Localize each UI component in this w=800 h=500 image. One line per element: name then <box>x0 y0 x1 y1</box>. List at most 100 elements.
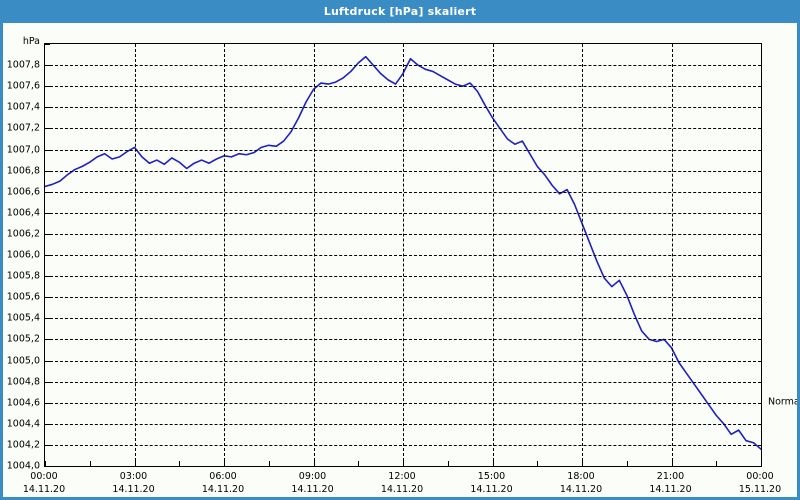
y-tick-label: 1006,6 <box>6 186 40 198</box>
y-tick-label: 1004,8 <box>6 376 40 388</box>
y-tick-mark <box>45 86 50 88</box>
x-tick-time: 00:00 <box>746 471 774 482</box>
x-tick-mark <box>313 461 315 466</box>
y-tick-label: 1005,6 <box>6 291 40 303</box>
x-tick-mark <box>179 461 181 466</box>
gridline-vertical <box>582 44 583 466</box>
x-tick-date: 14.11.20 <box>22 484 66 495</box>
y-tick-label: 1005,2 <box>6 333 40 345</box>
y-tick-mark <box>45 466 50 467</box>
x-tick-date: 14.11.20 <box>470 484 513 495</box>
y-tick-label: 1004,4 <box>6 418 40 430</box>
x-tick-label: 21:00 14.11.20 <box>649 470 691 496</box>
x-tick-time: 12:00 <box>388 471 416 482</box>
x-tick-date: 14.11.20 <box>649 484 692 495</box>
y-tick-mark <box>45 44 50 45</box>
x-axis-labels: 00:00 14.11.20 03:00 14.11.20 06:00 14.11.20 0… <box>23 470 781 497</box>
x-tick-mark <box>224 461 225 466</box>
y-tick-mark <box>45 423 50 425</box>
x-tick-label: 00:00 14.11.20 <box>23 470 65 496</box>
y-tick-label: 1006,0 <box>6 249 40 261</box>
x-tick-time: 09:00 <box>298 471 327 482</box>
x-tick-date: 14.11.20 <box>201 484 245 495</box>
x-tick-mark <box>671 461 673 466</box>
x-tick-time: 00:00 <box>30 471 58 482</box>
x-tick-time: 18:00 <box>567 471 595 482</box>
x-tick-date: 14.11.20 <box>112 484 155 495</box>
x-tick-label: 15:00 14.11.20 <box>470 470 512 496</box>
y-tick-mark <box>45 318 50 320</box>
plot-area <box>44 43 762 467</box>
x-tick-label: 03:00 14.11.20 <box>112 470 154 496</box>
y-tick-mark <box>45 128 50 130</box>
gridline-vertical <box>492 44 494 466</box>
y-tick-mark <box>45 212 50 214</box>
y-tick-mark <box>45 381 50 383</box>
y-tick-label: 1007,8 <box>6 59 40 71</box>
y-tick-label: 1004,6 <box>6 397 40 409</box>
x-tick-label: 12:00 14.11.20 <box>381 470 423 496</box>
x-tick-label: 18:00 14.11.20 <box>560 470 602 496</box>
y-axis-labels: 1007,8 1007,6 1007,4 1007,2 1007,0 1006,8 1006… <box>3 43 40 472</box>
y-tick-mark <box>45 402 50 404</box>
x-tick-mark <box>716 461 718 466</box>
x-tick-mark <box>403 461 404 466</box>
y-tick-mark <box>45 360 50 362</box>
x-tick-label: 00:00 15.11.20 <box>739 470 781 496</box>
y-tick-label: 1007,4 <box>6 101 40 113</box>
x-tick-time: 03:00 <box>119 471 148 482</box>
x-tick-mark <box>45 461 46 466</box>
y-tick-label: 1007,0 <box>6 144 40 155</box>
x-tick-mark <box>89 461 91 466</box>
y-tick-mark <box>45 170 50 172</box>
x-tick-date: 14.11.20 <box>291 484 334 495</box>
x-tick-time: 06:00 <box>209 471 237 482</box>
x-tick-mark <box>447 461 449 466</box>
y-tick-label: 1005,4 <box>6 312 40 324</box>
y-tick-label: 1005,0 <box>6 355 40 366</box>
gridline-vertical <box>671 44 673 466</box>
y-tick-mark <box>45 191 50 193</box>
x-tick-label: 09:00 14.11.20 <box>291 470 333 496</box>
y-tick-mark <box>45 65 50 67</box>
x-tick-time: 21:00 <box>656 471 685 482</box>
x-tick-label: 06:00 14.11.20 <box>202 470 244 496</box>
x-tick-mark <box>134 461 136 466</box>
y-axis-unit-label: hPa <box>22 36 40 47</box>
x-tick-mark <box>582 461 583 466</box>
y-tick-mark <box>45 276 50 278</box>
x-tick-date: 14.11.20 <box>559 484 603 495</box>
window-titlebar: Luftdruck [hPa] skaliert <box>3 3 797 23</box>
x-tick-mark <box>268 461 270 466</box>
gridline-vertical <box>313 44 315 466</box>
x-tick-mark <box>626 461 628 466</box>
y-tick-label: 1005,8 <box>6 270 40 282</box>
y-tick-mark <box>45 255 50 256</box>
y-tick-label: 1004,2 <box>6 439 40 451</box>
x-tick-mark <box>358 461 360 466</box>
x-tick-date: 14.11.20 <box>380 484 424 495</box>
normal-annotation-label: Normal <box>768 396 800 408</box>
y-tick-label: 1006,8 <box>6 165 40 177</box>
y-tick-label: 1006,2 <box>6 228 40 240</box>
page-title: Luftdruck [hPa] skaliert <box>323 5 477 18</box>
y-tick-label: 1007,2 <box>6 122 40 134</box>
y-tick-mark <box>45 107 50 109</box>
x-tick-mark <box>492 461 494 466</box>
gridline-vertical <box>403 44 404 466</box>
y-tick-mark <box>45 297 50 299</box>
plot-area-wrapper: hPa 1007,8 1007,6 1007,4 1007,2 1007,0 1006,8… <box>3 26 797 497</box>
y-tick-mark <box>45 149 50 151</box>
y-tick-mark <box>45 233 50 235</box>
x-tick-mark <box>761 461 762 466</box>
y-tick-label: 1004,0 <box>6 460 40 472</box>
gridline-vertical <box>224 44 225 466</box>
y-tick-mark <box>45 444 50 446</box>
x-tick-date: 15.11.20 <box>738 484 782 495</box>
x-tick-mark <box>537 461 539 466</box>
y-tick-label: 1007,6 <box>6 80 40 92</box>
x-tick-time: 15:00 <box>477 471 506 482</box>
y-tick-mark <box>45 339 50 341</box>
y-tick-label: 1006,4 <box>6 207 40 219</box>
